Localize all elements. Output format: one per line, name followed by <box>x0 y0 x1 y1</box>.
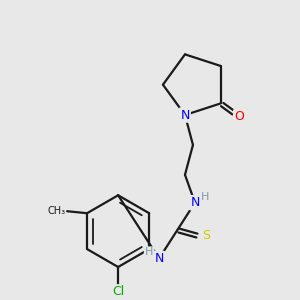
Text: CH₃: CH₃ <box>47 206 65 216</box>
Text: Cl: Cl <box>112 285 124 298</box>
Text: S: S <box>202 229 210 242</box>
Text: N: N <box>180 109 190 122</box>
Text: N: N <box>190 196 200 209</box>
Text: H: H <box>145 248 153 257</box>
Text: N: N <box>154 252 164 265</box>
Text: H: H <box>201 192 209 202</box>
Text: O: O <box>234 110 244 123</box>
